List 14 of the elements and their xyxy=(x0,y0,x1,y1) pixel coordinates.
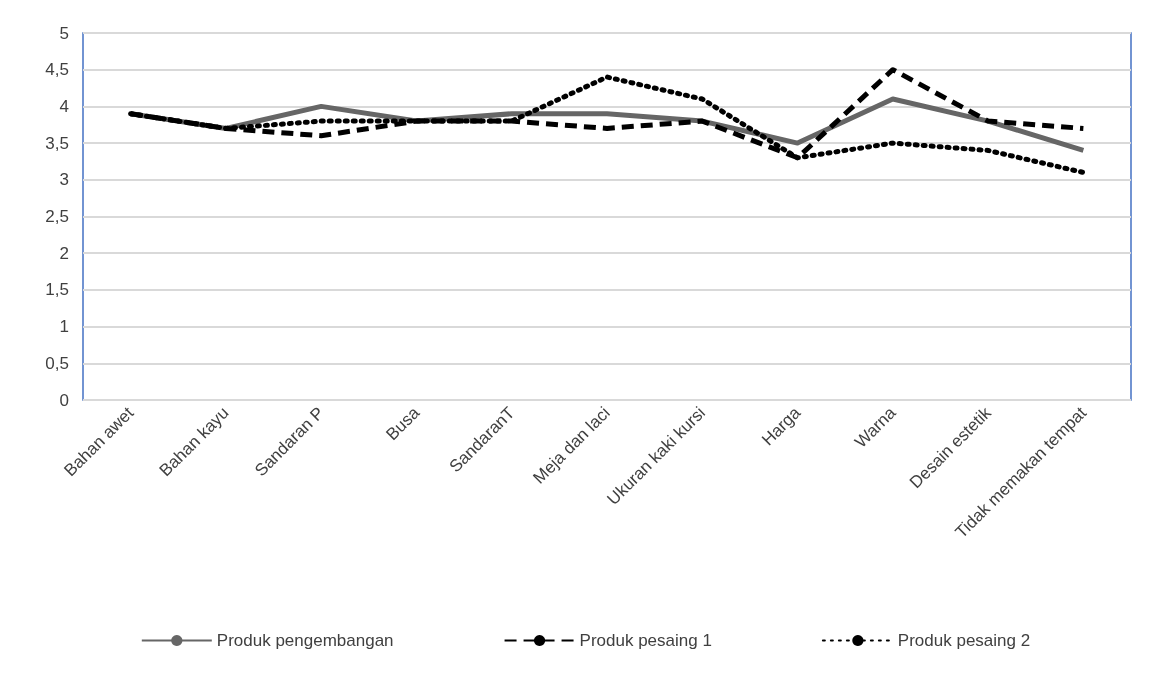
y-tick-label: 4,5 xyxy=(45,60,69,80)
y-tick-label: 3,5 xyxy=(45,133,69,153)
legend-label: Produk pesaing 1 xyxy=(579,631,712,650)
y-tick-label: 3 xyxy=(59,170,69,190)
y-tick-label: 4 xyxy=(59,96,69,116)
y-tick-label: 5 xyxy=(59,23,69,43)
y-tick-label: 2 xyxy=(59,243,69,263)
y-tick-label: 1,5 xyxy=(45,280,69,300)
legend-label: Produk pesaing 2 xyxy=(897,631,1031,650)
legend-label: Produk pengembangan xyxy=(216,631,394,650)
y-tick-label: 2,5 xyxy=(45,207,69,226)
y-tick-label: 0,5 xyxy=(45,353,69,373)
y-tick-label: 0 xyxy=(59,390,69,410)
y-tick-label: 1 xyxy=(59,317,69,337)
